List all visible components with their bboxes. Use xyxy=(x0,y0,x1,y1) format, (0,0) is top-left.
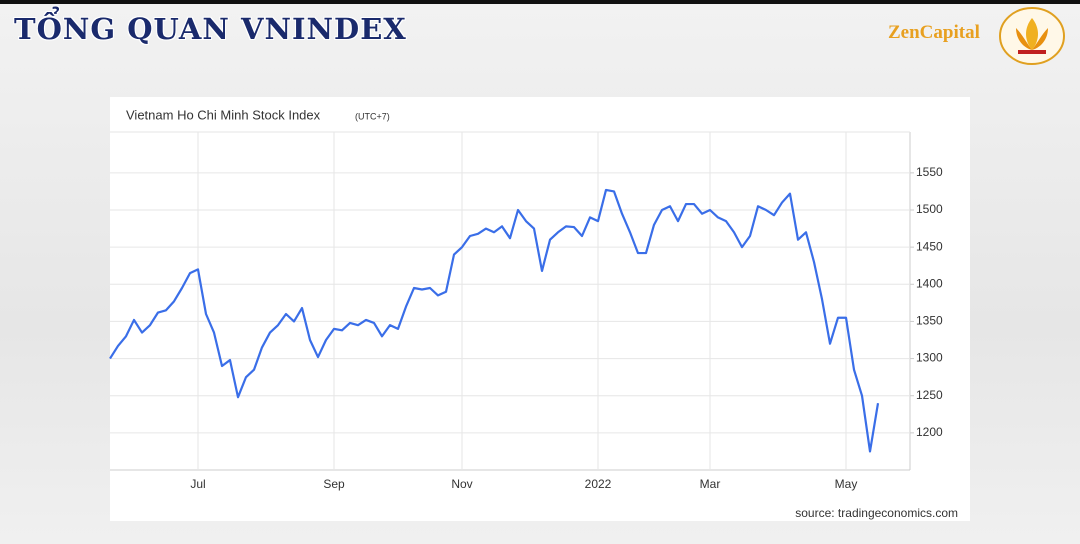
y-tick-label: 1400 xyxy=(916,276,943,290)
chart-panel xyxy=(110,97,970,521)
x-tick-label: Nov xyxy=(451,477,472,491)
chart-subtitle: (UTC+7) xyxy=(355,111,390,121)
top-bar xyxy=(0,0,1080,4)
y-tick-label: 1350 xyxy=(916,314,943,328)
brand-name: ZenCapital xyxy=(888,22,980,43)
x-tick-label: Mar xyxy=(700,477,721,491)
y-tick-label: 1550 xyxy=(916,165,943,179)
slide-title: TỔNG QUAN VNINDEX xyxy=(14,12,407,46)
y-tick-label: 1300 xyxy=(916,351,943,365)
y-tick-label: 1200 xyxy=(916,425,943,439)
chart-title: Vietnam Ho Chi Minh Stock Index xyxy=(126,107,321,122)
x-tick-label: Sep xyxy=(323,477,345,491)
x-tick-label: 2022 xyxy=(585,477,612,491)
y-tick-label: 1450 xyxy=(916,239,943,253)
y-tick-label: 1250 xyxy=(916,388,943,402)
y-tick-label: 1500 xyxy=(916,202,943,216)
brand-logo xyxy=(999,7,1065,65)
data-line xyxy=(109,188,880,453)
x-tick-label: Jul xyxy=(190,477,205,491)
x-tick-label: May xyxy=(835,477,858,491)
source: source: tradingeconomics.com xyxy=(795,506,958,520)
